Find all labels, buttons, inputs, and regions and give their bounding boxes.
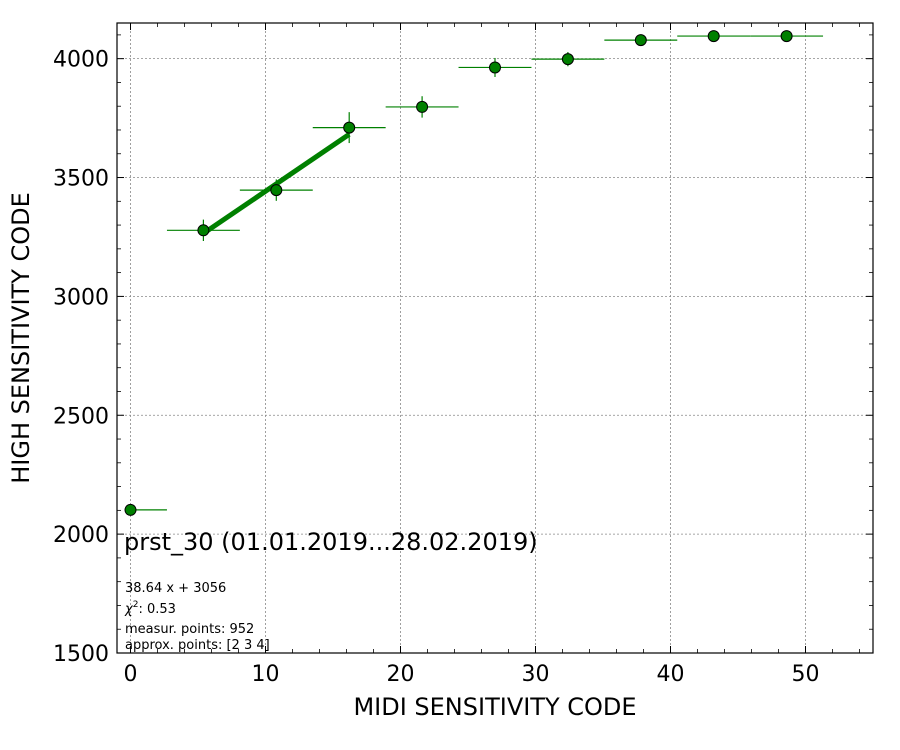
measur-points: measur. points: 952 <box>125 622 254 637</box>
data-point <box>343 121 356 134</box>
x-tick-label: 0 <box>124 662 138 687</box>
chi-symbol: χ <box>124 602 134 617</box>
data-point <box>634 34 647 47</box>
data-point <box>270 184 283 197</box>
x-tick-label: 20 <box>387 662 415 687</box>
y-tick-label: 2500 <box>53 404 109 429</box>
ticks <box>117 23 873 654</box>
chi-value: : 0.53 <box>138 602 175 617</box>
data-points <box>124 30 793 516</box>
data-point <box>707 30 720 43</box>
x-tick-label: 40 <box>657 662 685 687</box>
data-point <box>489 61 501 74</box>
data-point <box>561 53 574 66</box>
fit-equation: 38.64 x + 3056 <box>125 581 226 596</box>
y-tick-label: 2000 <box>53 523 109 548</box>
y-tick-labels: 1500 2000 2500 3000 3500 4000 <box>53 48 109 667</box>
x-tick-label: 50 <box>792 662 820 687</box>
y-tick-label: 3000 <box>53 285 109 310</box>
x-axis-label: MIDI SENSITIVITY CODE <box>353 693 636 721</box>
approx-points: approx. points: [2 3 4] <box>125 638 270 653</box>
chart-title: prst_30 (01.01.2019...28.02.2019) <box>124 528 538 556</box>
chi-square: χ2: 0.53 <box>124 600 176 617</box>
data-point <box>780 30 793 43</box>
data-point <box>124 503 137 516</box>
y-tick-label: 3500 <box>53 167 109 192</box>
y-tick-label: 1500 <box>53 642 109 667</box>
plot-frame <box>116 22 874 654</box>
x-tick-label: 10 <box>252 662 280 687</box>
data-point <box>197 224 210 237</box>
x-tick-labels: 0 10 20 30 40 50 <box>124 662 820 687</box>
data-point <box>416 100 429 113</box>
y-axis-label: HIGH SENSITIVITY CODE <box>7 192 35 484</box>
plot-background <box>117 23 873 653</box>
chi-superscript: 2 <box>133 600 139 610</box>
y-tick-label: 4000 <box>53 48 109 73</box>
grid <box>117 23 873 653</box>
x-tick-label: 30 <box>522 662 550 687</box>
